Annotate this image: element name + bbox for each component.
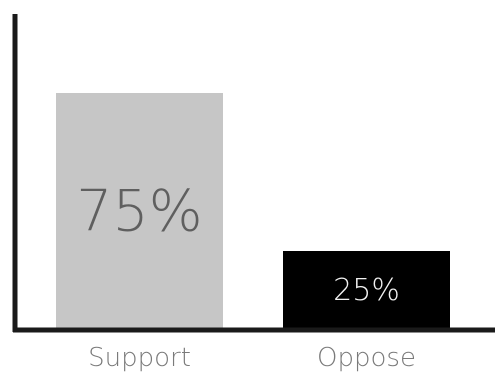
category-label-oppose: Oppose xyxy=(317,343,416,373)
bar-value-label-support: 75% xyxy=(76,179,202,245)
labels-layer: 75% Support 25% Oppose xyxy=(76,179,416,374)
bar-oppose xyxy=(283,251,450,330)
bars-layer xyxy=(56,93,450,330)
bar-value-label-oppose: 25% xyxy=(333,273,400,308)
category-label-support: Support xyxy=(88,343,191,373)
bar-support xyxy=(56,93,223,330)
